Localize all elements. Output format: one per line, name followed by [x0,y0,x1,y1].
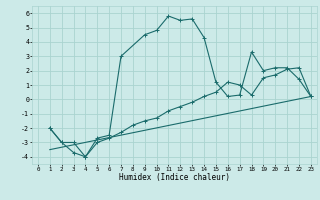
X-axis label: Humidex (Indice chaleur): Humidex (Indice chaleur) [119,173,230,182]
